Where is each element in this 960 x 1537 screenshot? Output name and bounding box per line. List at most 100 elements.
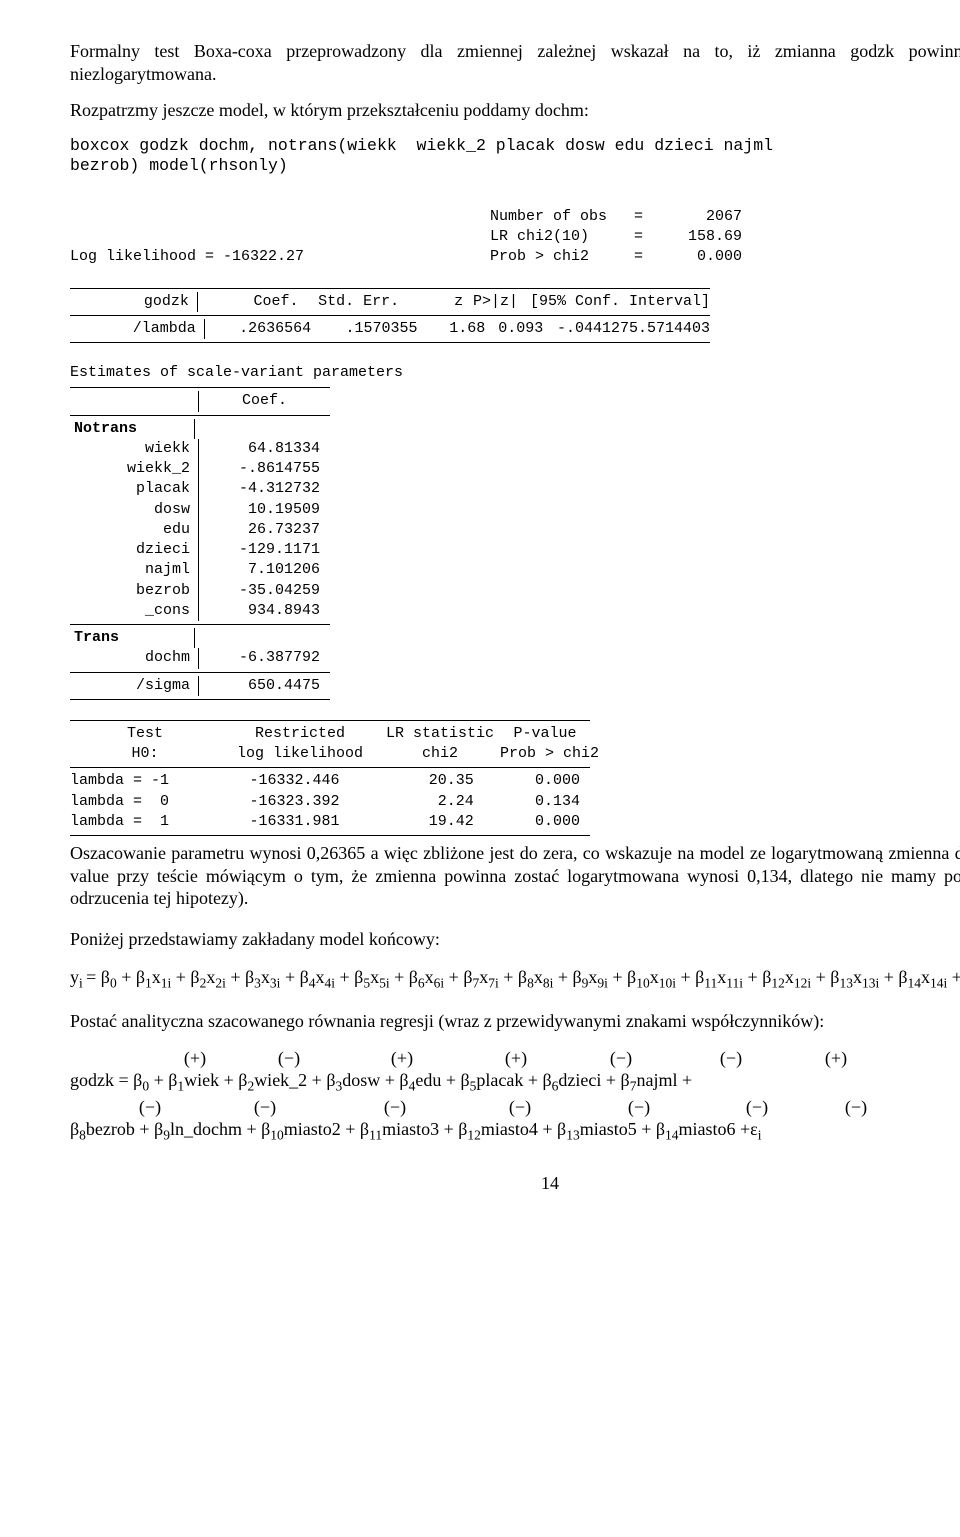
sign-2-1: (−) <box>100 1096 200 1119</box>
sign-2-7: (−) <box>816 1096 896 1119</box>
lr-col1: -16332.446 <box>200 771 369 791</box>
lr-h1b: log likelihood <box>220 744 380 764</box>
row-value: 7.101206 <box>199 560 330 580</box>
col-se: Std. Err. <box>298 292 399 312</box>
table-row: dosw10.19509 <box>70 500 330 520</box>
estimates-table: Coef. Notrans wiekk64.81334wiekk_2-.8614… <box>70 387 330 700</box>
row-label: wiekk_2 <box>70 459 199 479</box>
row-value: 934.8943 <box>199 601 330 621</box>
lambda-label: /lambda <box>70 319 205 339</box>
table-row: dzieci-129.1171 <box>70 540 330 560</box>
sign-1-3: (+) <box>338 1047 466 1070</box>
lr-h2a: LR statistic <box>380 724 500 744</box>
row-label: placak <box>70 479 199 499</box>
table-row: _cons934.8943 <box>70 601 330 621</box>
sign-1-1: (+) <box>150 1047 240 1070</box>
table-row: wiekk64.81334 <box>70 439 330 459</box>
lr-h3a: P-value <box>500 724 590 744</box>
sign-2-2: (−) <box>200 1096 330 1119</box>
intro-para-2: Rozpatrzmy jeszcze model, w którym przek… <box>70 99 960 122</box>
lambda-se: .1570355 <box>311 319 417 339</box>
row-value: 64.81334 <box>199 439 330 459</box>
model-equation-2b: β8bezrob + β9ln_dochm + β10miasto2 + β11… <box>70 1118 960 1144</box>
row-label: dzieci <box>70 540 199 560</box>
row-value: -129.1171 <box>199 540 330 560</box>
lr-h1a: Restricted <box>220 724 380 744</box>
lr-col0: lambda = -1 <box>70 771 200 791</box>
dep-var: godzk <box>70 292 198 312</box>
sigma-label: /sigma <box>70 676 199 696</box>
lr-col2: 2.24 <box>369 792 501 812</box>
table-row: lambda = 1-16331.98119.420.000 <box>70 812 590 832</box>
row-label: _cons <box>70 601 199 621</box>
hdr-left-2 <box>70 227 490 247</box>
stats-header: Number of obs = 2067 LR chi2(10) = 158.6… <box>70 207 960 268</box>
table-row: edu26.73237 <box>70 520 330 540</box>
est-blank <box>70 391 199 411</box>
row-value: -35.04259 <box>199 581 330 601</box>
lr-col2: 19.42 <box>369 812 501 832</box>
sign-1-4: (+) <box>466 1047 566 1070</box>
col-z: z <box>399 292 463 312</box>
lr-col3: 0.000 <box>502 812 590 832</box>
row-value: 10.19509 <box>199 500 330 520</box>
table-row: lambda = -1-16332.44620.350.000 <box>70 771 590 791</box>
lr-col3: 0.000 <box>502 771 590 791</box>
table-row: wiekk_2-.8614755 <box>70 459 330 479</box>
est-group-trans: Trans <box>70 628 195 648</box>
sign-1-6: (−) <box>676 1047 786 1070</box>
hdr-right-2: LR chi2(10) = 158.69 <box>490 227 960 247</box>
sign-2-4: (−) <box>460 1096 580 1119</box>
lambda-coef: .2636564 <box>205 319 311 339</box>
model-equation-1: yi = β0 + β1x1i + β2x2i + β3x3i + β4x4i … <box>70 966 960 992</box>
trans-label: dochm <box>70 648 199 668</box>
est-group-notrans: Notrans <box>70 419 195 439</box>
hdr-left-3: Log likelihood = -16322.27 <box>70 247 490 267</box>
lr-col1: -16323.392 <box>200 792 369 812</box>
lr-col1: -16331.981 <box>200 812 369 832</box>
table-row: najml7.101206 <box>70 560 330 580</box>
row-value: -.8614755 <box>199 459 330 479</box>
lr-h0b: H0: <box>70 744 220 764</box>
table-row: bezrob-35.04259 <box>70 581 330 601</box>
col-p: P>|z| <box>463 292 518 312</box>
lr-test-table: Test Restricted LR statistic P-value H0:… <box>70 720 590 836</box>
col-coef: Coef. <box>198 292 299 312</box>
lambda-p: 0.093 <box>485 319 543 339</box>
lr-col2: 20.35 <box>369 771 501 791</box>
stata-command: boxcox godzk dochm, notrans(wiekk wiekk_… <box>70 136 960 177</box>
hdr-left-1 <box>70 207 490 227</box>
sign-1-2: (−) <box>240 1047 338 1070</box>
sigma-val: 650.4475 <box>199 676 330 696</box>
intro-para-1: Formalny test Boxa-coxa przeprowadzony d… <box>70 40 960 85</box>
sign-1-5: (−) <box>566 1047 676 1070</box>
lambda-z: 1.68 <box>418 319 486 339</box>
lambda-lo: -.0441275 <box>543 319 638 339</box>
sign-2-6: (−) <box>698 1096 816 1119</box>
estimates-title: Estimates of scale-variant parameters <box>70 363 960 383</box>
table-row: lambda = 0-16323.3922.240.134 <box>70 792 590 812</box>
trans-val: -6.387792 <box>199 648 330 668</box>
row-value: 26.73237 <box>199 520 330 540</box>
sign-2-3: (−) <box>330 1096 460 1119</box>
lr-h2b: chi2 <box>380 744 500 764</box>
est-head: Coef. <box>199 391 330 411</box>
lr-col0: lambda = 1 <box>70 812 200 832</box>
table-row: placak-4.312732 <box>70 479 330 499</box>
sign-row-2: (−) (−) (−) (−) (−) (−) (−) <box>70 1096 960 1119</box>
lr-h0a: Test <box>70 724 220 744</box>
lr-h3b: Prob > chi2 <box>500 744 590 764</box>
discussion-1: Oszacowanie parametru wynosi 0,26365 a w… <box>70 842 960 910</box>
row-label: wiekk <box>70 439 199 459</box>
hdr-right-3: Prob > chi2 = 0.000 <box>490 247 960 267</box>
row-value: -4.312732 <box>199 479 330 499</box>
row-label: dosw <box>70 500 199 520</box>
row-label: najml <box>70 560 199 580</box>
discussion-3: Postać analityczna szacowanego równania … <box>70 1010 960 1033</box>
sign-row-1: (+) (−) (+) (+) (−) (−) (+) <box>70 1047 960 1070</box>
lr-col3: 0.134 <box>502 792 590 812</box>
coef-table: godzk Coef. Std. Err. z P>|z| [95% Conf.… <box>70 288 960 344</box>
col-ci: [95% Conf. Interval] <box>518 292 710 312</box>
lr-col0: lambda = 0 <box>70 792 200 812</box>
row-label: bezrob <box>70 581 199 601</box>
